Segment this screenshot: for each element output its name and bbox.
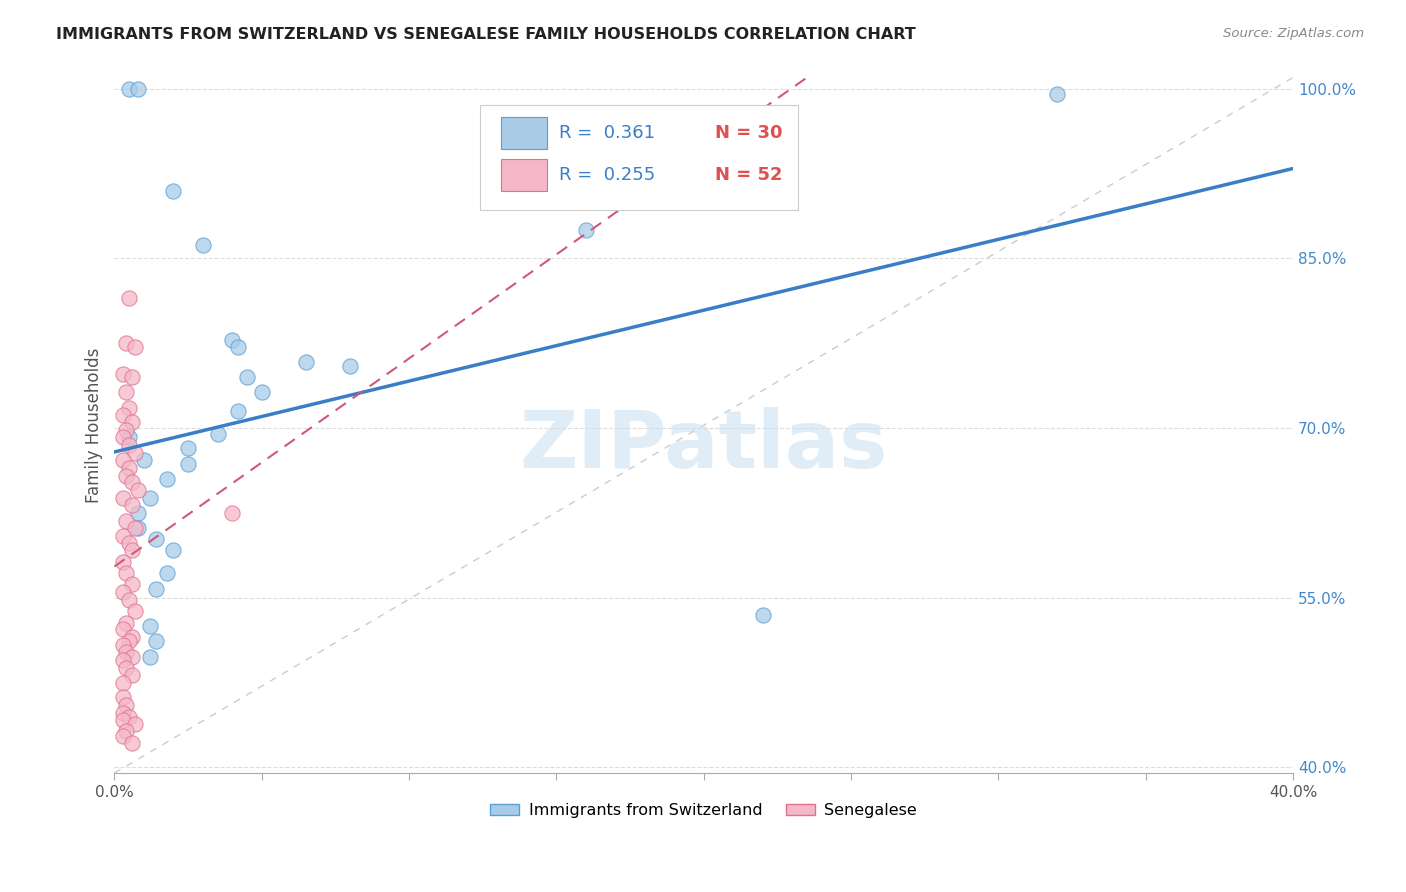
Point [236, 370, 259, 384]
Point [115, 698, 138, 713]
Point [132, 452, 155, 467]
Point [177, 442, 200, 456]
Point [112, 713, 135, 727]
Point [124, 340, 146, 354]
Point [112, 430, 135, 444]
Point [112, 367, 135, 381]
Point [1046, 87, 1069, 102]
Point [115, 724, 138, 739]
Point [118, 633, 141, 648]
Point [127, 483, 149, 498]
Point [121, 498, 143, 512]
Point [115, 514, 138, 528]
Point [115, 423, 138, 437]
Point [118, 709, 141, 723]
FancyBboxPatch shape [501, 159, 547, 191]
Point [112, 690, 135, 705]
Point [115, 661, 138, 675]
Point [112, 623, 135, 637]
Point [295, 355, 318, 369]
Point [121, 543, 143, 558]
Point [121, 649, 143, 664]
Point [162, 543, 184, 558]
Point [145, 633, 167, 648]
Point [121, 735, 143, 749]
Point [221, 333, 243, 347]
Point [575, 223, 598, 237]
Point [112, 408, 135, 422]
Point [250, 384, 273, 399]
Point [112, 528, 135, 542]
Point [121, 631, 143, 645]
Point [124, 604, 146, 618]
Text: ZIPatlas: ZIPatlas [520, 407, 887, 485]
Point [121, 577, 143, 591]
Legend: Immigrants from Switzerland, Senegalese: Immigrants from Switzerland, Senegalese [484, 797, 924, 824]
Point [221, 506, 243, 520]
Point [112, 653, 135, 667]
Point [115, 336, 138, 351]
Point [139, 619, 162, 633]
Point [118, 81, 141, 95]
Point [226, 404, 249, 418]
Point [112, 638, 135, 652]
Point [139, 649, 162, 664]
Point [115, 468, 138, 483]
Point [191, 237, 214, 252]
Point [118, 401, 141, 415]
Point [118, 438, 141, 452]
Point [112, 555, 135, 569]
Text: R =  0.255: R = 0.255 [558, 166, 655, 184]
Point [156, 472, 179, 486]
Point [124, 446, 146, 460]
Text: IMMIGRANTS FROM SWITZERLAND VS SENEGALESE FAMILY HOUSEHOLDS CORRELATION CHART: IMMIGRANTS FROM SWITZERLAND VS SENEGALES… [56, 27, 915, 42]
Point [139, 491, 162, 506]
Point [121, 667, 143, 681]
Point [115, 566, 138, 580]
Point [121, 416, 143, 430]
Point [156, 566, 179, 580]
Point [118, 430, 141, 444]
Point [751, 607, 773, 622]
Text: N = 52: N = 52 [716, 166, 783, 184]
Point [162, 184, 184, 198]
Point [118, 536, 141, 550]
Point [121, 370, 143, 384]
Text: Source: ZipAtlas.com: Source: ZipAtlas.com [1223, 27, 1364, 40]
Point [112, 675, 135, 690]
Point [339, 359, 361, 373]
Point [207, 426, 229, 441]
Point [127, 81, 149, 95]
Point [124, 521, 146, 535]
Point [121, 475, 143, 490]
Point [112, 706, 135, 720]
Y-axis label: Family Households: Family Households [86, 348, 103, 503]
Point [127, 506, 149, 520]
Point [112, 491, 135, 506]
Point [112, 729, 135, 743]
Point [177, 458, 200, 472]
Point [118, 593, 141, 607]
Point [127, 521, 149, 535]
Point [115, 615, 138, 630]
Point [145, 532, 167, 546]
Text: R =  0.361: R = 0.361 [558, 124, 655, 142]
Point [115, 384, 138, 399]
Point [226, 340, 249, 354]
Point [112, 585, 135, 599]
FancyBboxPatch shape [501, 117, 547, 149]
Point [145, 582, 167, 596]
Point [115, 645, 138, 659]
Point [124, 717, 146, 731]
FancyBboxPatch shape [479, 105, 799, 210]
Point [112, 452, 135, 467]
Text: N = 30: N = 30 [716, 124, 783, 142]
Point [118, 460, 141, 475]
Point [118, 291, 141, 305]
